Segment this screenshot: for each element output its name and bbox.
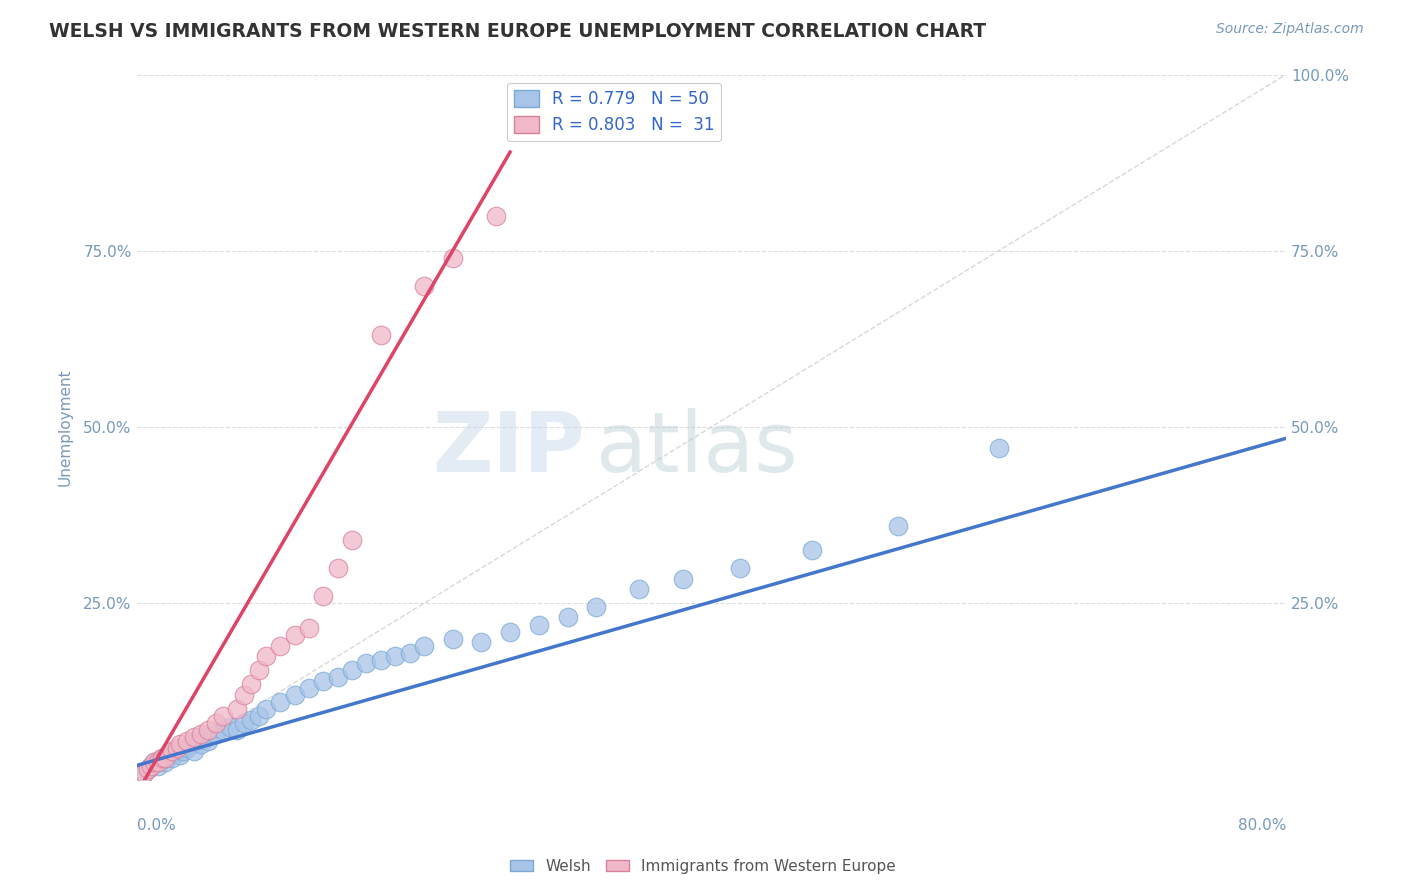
Point	[527, 617, 550, 632]
Point	[169, 747, 191, 762]
Point	[142, 755, 165, 769]
Point	[180, 737, 202, 751]
Point	[136, 762, 159, 776]
Point	[132, 765, 155, 780]
Point	[142, 755, 165, 769]
Point	[485, 209, 508, 223]
Point	[162, 744, 184, 758]
Point	[987, 441, 1010, 455]
Point	[139, 758, 162, 772]
Point	[197, 734, 219, 748]
Text: atlas: atlas	[596, 408, 799, 489]
Point	[441, 251, 464, 265]
Text: 0.0%: 0.0%	[136, 818, 176, 833]
Point	[326, 670, 349, 684]
Point	[441, 632, 464, 646]
Point	[190, 737, 212, 751]
Point	[269, 695, 291, 709]
Point	[470, 635, 492, 649]
Point	[233, 688, 256, 702]
Point	[800, 543, 823, 558]
Point	[585, 599, 607, 614]
Point	[284, 688, 307, 702]
Point	[326, 561, 349, 575]
Point	[298, 681, 321, 695]
Legend: R = 0.779   N = 50, R = 0.803   N =  31: R = 0.779 N = 50, R = 0.803 N = 31	[508, 83, 721, 141]
Point	[169, 737, 191, 751]
Text: 80.0%: 80.0%	[1237, 818, 1286, 833]
Point	[240, 713, 263, 727]
Point	[247, 709, 270, 723]
Point	[226, 723, 249, 738]
Point	[412, 639, 434, 653]
Point	[298, 621, 321, 635]
Point	[240, 677, 263, 691]
Point	[172, 744, 194, 758]
Point	[219, 720, 242, 734]
Point	[146, 758, 169, 772]
Point	[284, 628, 307, 642]
Text: Source: ZipAtlas.com: Source: ZipAtlas.com	[1216, 22, 1364, 37]
Text: ZIP: ZIP	[432, 408, 585, 489]
Point	[155, 751, 177, 765]
Point	[176, 734, 198, 748]
Point	[247, 663, 270, 677]
Point	[370, 328, 392, 343]
Point	[139, 758, 162, 772]
Point	[136, 762, 159, 776]
Point	[150, 751, 173, 765]
Point	[211, 709, 233, 723]
Point	[412, 279, 434, 293]
Point	[370, 653, 392, 667]
Point	[186, 734, 208, 748]
Point	[499, 624, 522, 639]
Point	[671, 572, 693, 586]
Point	[194, 731, 217, 745]
Point	[557, 610, 579, 624]
Point	[254, 702, 277, 716]
Point	[204, 716, 226, 731]
Point	[211, 723, 233, 738]
Point	[269, 639, 291, 653]
Point	[340, 663, 363, 677]
Point	[157, 747, 180, 762]
Point	[312, 673, 335, 688]
Point	[384, 649, 406, 664]
Y-axis label: Unemployment: Unemployment	[58, 368, 72, 486]
Point	[190, 727, 212, 741]
Point	[155, 755, 177, 769]
Point	[887, 518, 910, 533]
Point	[183, 731, 205, 745]
Point	[204, 727, 226, 741]
Point	[340, 533, 363, 547]
Point	[166, 740, 188, 755]
Point	[132, 765, 155, 780]
Point	[398, 646, 420, 660]
Point	[628, 582, 651, 597]
Text: WELSH VS IMMIGRANTS FROM WESTERN EUROPE UNEMPLOYMENT CORRELATION CHART: WELSH VS IMMIGRANTS FROM WESTERN EUROPE …	[49, 22, 987, 41]
Point	[356, 657, 378, 671]
Point	[233, 716, 256, 731]
Point	[183, 744, 205, 758]
Point	[150, 751, 173, 765]
Point	[226, 702, 249, 716]
Point	[197, 723, 219, 738]
Point	[176, 740, 198, 755]
Point	[254, 649, 277, 664]
Point	[166, 744, 188, 758]
Point	[146, 755, 169, 769]
Legend: Welsh, Immigrants from Western Europe: Welsh, Immigrants from Western Europe	[503, 853, 903, 880]
Point	[162, 751, 184, 765]
Point	[728, 561, 751, 575]
Point	[312, 589, 335, 603]
